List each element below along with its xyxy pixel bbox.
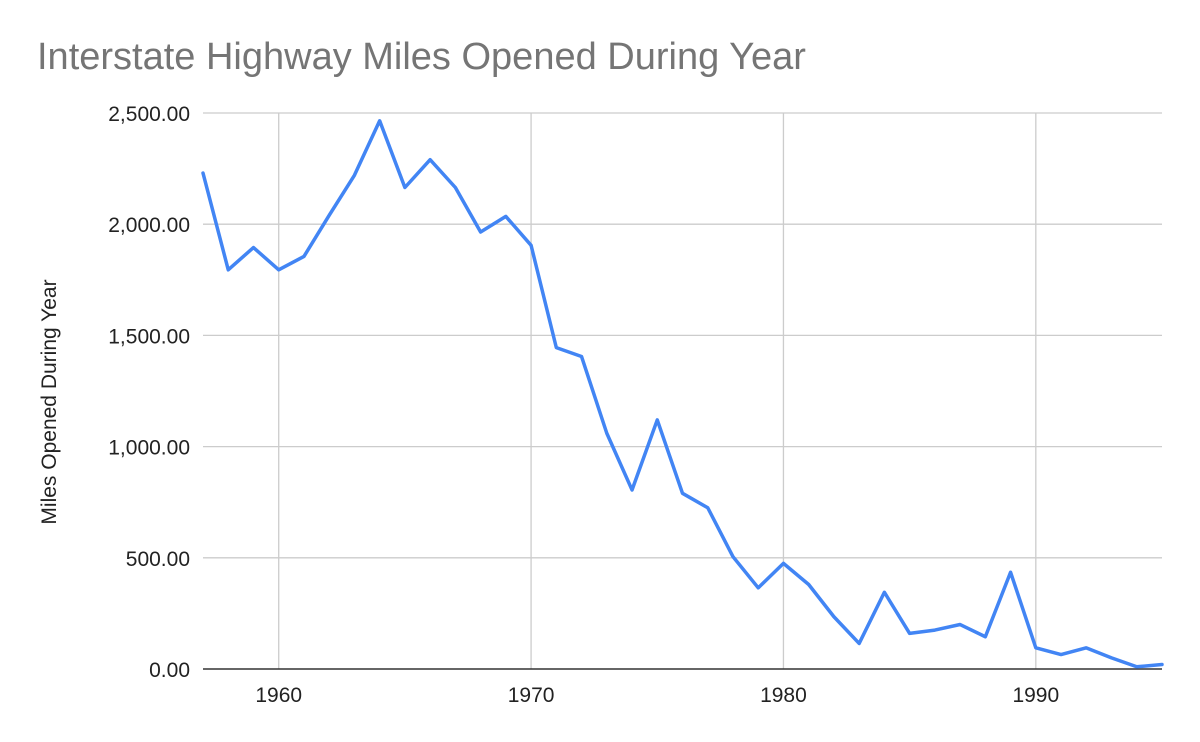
series-layer xyxy=(201,119,1164,669)
x-tick-label: 1970 xyxy=(508,684,555,707)
x-tick-label: 1980 xyxy=(760,684,807,707)
tick-labels: 0.00 500.00 1,000.00 1,500.00 2,000.00 2,500.… xyxy=(108,103,1059,707)
y-tick-label: 1,500.00 xyxy=(108,325,190,348)
y-axis-label: Miles Opened During Year xyxy=(38,279,61,524)
gridlines xyxy=(203,112,1162,670)
y-tick-label: 2,500.00 xyxy=(108,103,190,126)
y-tick-label: 1,000.00 xyxy=(108,437,190,460)
y-tick-label: 0.00 xyxy=(149,659,190,682)
x-tick-label: 1960 xyxy=(255,684,302,707)
chart-title: Interstate Highway Miles Opened During Y… xyxy=(37,36,806,78)
y-tick-label: 500.00 xyxy=(126,548,190,571)
x-tick-label: 1990 xyxy=(1012,684,1059,707)
y-tick-label: 2,000.00 xyxy=(108,214,190,237)
series-line xyxy=(201,119,1164,669)
